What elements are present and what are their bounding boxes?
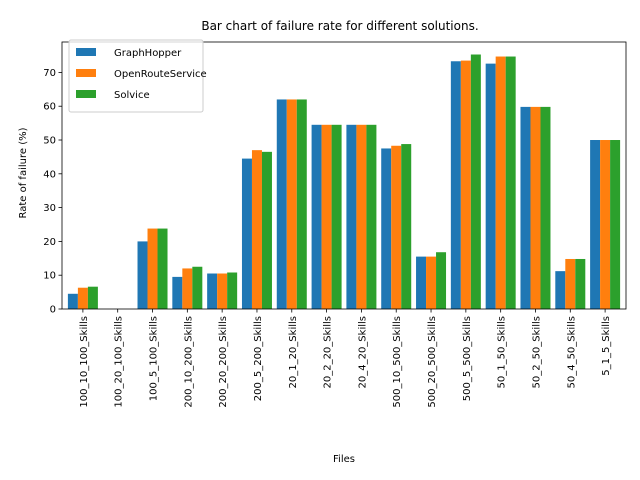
bar-solvice-500-20-500-skills (436, 252, 447, 309)
bar-solvice-20-4-20-skills (366, 124, 377, 309)
bar-solvice-500-10-500-skills (401, 144, 412, 309)
bar-graphhopper-20-2-20-skills (311, 124, 322, 309)
x-tick-label: 500_5_500_Skills (462, 316, 473, 401)
legend-label-graphhopper: GraphHopper (114, 48, 182, 59)
y-tick-label: 50 (43, 136, 56, 147)
bar-solvice-100-5-100-skills (157, 228, 168, 309)
plot-frame (61, 41, 627, 310)
bar-graphhopper-100-10-100-skills (67, 293, 78, 309)
y-tick-label: 30 (43, 203, 56, 214)
bar-openrouteservice-500-5-500-skills (460, 60, 471, 310)
x-tick-label: 100_20_100_Skills (114, 316, 125, 408)
y-tick-label: 60 (43, 102, 56, 113)
y-tick-label: 40 (43, 169, 56, 180)
bar-solvice-50-2-50-skills (540, 106, 551, 309)
bar-graphhopper-200-5-200-skills (241, 158, 252, 309)
bar-openrouteservice-200-5-200-skills (251, 150, 262, 309)
legend-label-openrouteservice: OpenRouteService (114, 69, 207, 80)
bar-openrouteservice-100-5-100-skills (147, 228, 158, 309)
y-tick-label: 70 (43, 68, 56, 79)
bar-graphhopper-20-1-20-skills (276, 99, 287, 310)
bar-solvice-200-20-200-skills (227, 272, 238, 309)
bar-openrouteservice-50-2-50-skills (530, 106, 541, 309)
bar-openrouteservice-50-1-50-skills (495, 56, 506, 309)
legend: GraphHopper OpenRouteService Solvice (68, 39, 207, 113)
x-tick-label: 50_1_50_Skills (497, 316, 508, 389)
bar-openrouteservice-200-20-200-skills (217, 273, 228, 309)
x-tick-label: 500_10_500_Skills (392, 316, 403, 408)
bar-graphhopper-50-4-50-skills (555, 271, 566, 309)
bar-openrouteservice-100-10-100-skills (77, 287, 88, 309)
x-tick-label: 20_1_20_Skills (288, 316, 299, 389)
bar-openrouteservice-5-1-5-skills (600, 140, 611, 309)
bar-solvice-200-5-200-skills (261, 151, 272, 309)
bar-openrouteservice-20-4-20-skills (356, 124, 367, 309)
bar-solvice-50-1-50-skills (505, 56, 516, 309)
bar-graphhopper-20-4-20-skills (346, 124, 357, 309)
bar-openrouteservice-50-4-50-skills (565, 258, 576, 309)
legend-swatch-graphhopper (76, 48, 96, 56)
y-axis-label: Rate of failure (%) (18, 127, 29, 218)
legend-swatch-solvice (76, 90, 96, 98)
axes-layer: 0 10 20 30 40 50 60 70 100_10_100_Skills 100_20_1… (43, 41, 627, 408)
bar-graphhopper-500-5-500-skills (450, 61, 461, 310)
x-tick-label: 20_4_20_Skills (357, 316, 368, 389)
x-tick-label: 200_5_200_Skills (253, 316, 264, 401)
x-tick-label: 200_10_200_Skills (183, 316, 194, 408)
bar-solvice-20-2-20-skills (331, 124, 342, 309)
bar-graphhopper-5-1-5-skills (590, 140, 601, 309)
bar-openrouteservice-20-1-20-skills (286, 99, 297, 310)
bar-solvice-20-1-20-skills (296, 99, 307, 310)
bar-solvice-200-10-200-skills (192, 266, 203, 309)
x-tick-label: 100_5_100_Skills (149, 316, 160, 401)
legend-box (68, 39, 204, 113)
y-tick-label: 0 (50, 305, 56, 316)
bar-graphhopper-50-1-50-skills (485, 63, 496, 309)
legend-swatch-openrouteservice (76, 69, 96, 77)
x-tick-label: 50_2_50_Skills (531, 316, 542, 389)
x-tick-label: 100_10_100_Skills (79, 316, 90, 408)
bar-solvice-100-10-100-skills (87, 286, 98, 309)
bar-openrouteservice-500-10-500-skills (391, 145, 402, 309)
bar-graphhopper-200-20-200-skills (207, 273, 218, 309)
x-tick-label: 20_2_20_Skills (323, 316, 334, 389)
x-tick-label: 200_20_200_Skills (218, 316, 229, 408)
bar-openrouteservice-20-2-20-skills (321, 124, 332, 309)
y-tick-label: 10 (43, 271, 56, 282)
x-axis-label: Files (333, 454, 355, 465)
x-tick-label: 5_1_5_Skills (601, 316, 612, 376)
bar-openrouteservice-500-20-500-skills (426, 256, 437, 309)
chart-title: Bar chart of failure rate for different … (201, 19, 478, 33)
bar-graphhopper-50-2-50-skills (520, 106, 531, 309)
y-tick-label: 20 (43, 237, 56, 248)
bar-openrouteservice-200-10-200-skills (182, 268, 193, 309)
bar-graphhopper-200-10-200-skills (172, 276, 183, 309)
x-tick-label: 50_4_50_Skills (566, 316, 577, 389)
bar-graphhopper-500-20-500-skills (416, 256, 427, 309)
bar-solvice-5-1-5-skills (610, 140, 621, 309)
bar-solvice-500-5-500-skills (470, 54, 481, 310)
x-tick-label: 500_20_500_Skills (427, 316, 438, 408)
bar-solvice-50-4-50-skills (575, 258, 586, 309)
bar-graphhopper-100-5-100-skills (137, 241, 148, 309)
bars-layer (67, 54, 621, 310)
bar-graphhopper-500-10-500-skills (381, 148, 392, 309)
legend-label-solvice: Solvice (114, 90, 150, 101)
